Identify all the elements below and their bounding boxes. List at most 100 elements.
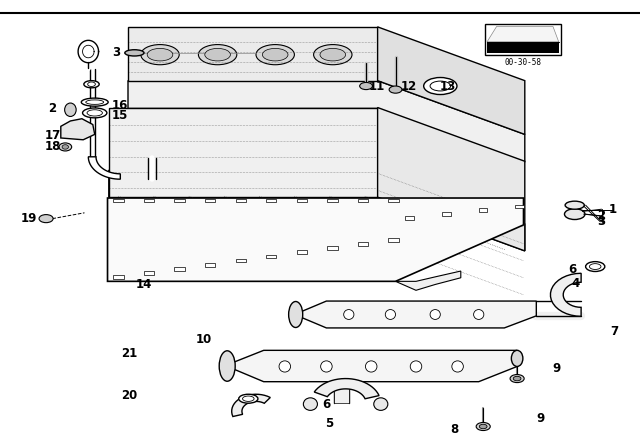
Polygon shape: [144, 199, 154, 202]
Ellipse shape: [81, 98, 108, 106]
Polygon shape: [378, 27, 525, 134]
Text: 1: 1: [609, 202, 617, 216]
Polygon shape: [225, 350, 517, 382]
Text: 18: 18: [44, 140, 61, 154]
Ellipse shape: [86, 100, 104, 104]
Text: 7: 7: [611, 325, 618, 338]
Ellipse shape: [513, 376, 521, 381]
Ellipse shape: [320, 48, 346, 61]
Bar: [485, 24, 561, 55]
Text: 4: 4: [572, 276, 580, 290]
Polygon shape: [479, 208, 488, 212]
Ellipse shape: [410, 361, 422, 372]
Text: 11: 11: [368, 79, 385, 93]
Ellipse shape: [589, 263, 601, 270]
Ellipse shape: [65, 103, 76, 116]
Ellipse shape: [243, 396, 254, 401]
Polygon shape: [232, 394, 270, 417]
Text: 14: 14: [136, 278, 152, 291]
Ellipse shape: [303, 398, 317, 410]
Ellipse shape: [84, 81, 99, 88]
Ellipse shape: [198, 45, 237, 65]
Text: 10: 10: [195, 333, 212, 346]
Ellipse shape: [474, 310, 484, 319]
Ellipse shape: [147, 48, 173, 61]
Polygon shape: [297, 199, 307, 202]
Text: 2: 2: [49, 102, 56, 115]
Polygon shape: [442, 212, 451, 216]
Ellipse shape: [239, 394, 258, 403]
Ellipse shape: [360, 82, 372, 90]
Polygon shape: [358, 242, 368, 246]
Polygon shape: [405, 216, 414, 220]
Text: 17: 17: [44, 129, 61, 142]
Text: 21: 21: [121, 346, 138, 360]
Ellipse shape: [365, 361, 377, 372]
Polygon shape: [515, 205, 524, 208]
Ellipse shape: [385, 310, 396, 319]
Polygon shape: [205, 199, 215, 202]
Text: 15: 15: [112, 109, 129, 122]
Text: 5: 5: [326, 417, 333, 430]
Polygon shape: [61, 119, 95, 140]
Ellipse shape: [205, 48, 230, 61]
Ellipse shape: [452, 361, 463, 372]
Ellipse shape: [424, 78, 457, 95]
Polygon shape: [266, 199, 276, 202]
Ellipse shape: [476, 422, 490, 431]
Polygon shape: [88, 157, 120, 179]
Text: 9: 9: [553, 362, 561, 375]
Polygon shape: [358, 199, 368, 202]
Text: 19: 19: [20, 212, 37, 225]
Text: 9: 9: [537, 412, 545, 426]
Text: 16: 16: [112, 99, 129, 112]
Polygon shape: [144, 271, 154, 275]
Polygon shape: [388, 238, 399, 241]
Polygon shape: [205, 263, 215, 267]
Bar: [487, 42, 559, 53]
Ellipse shape: [314, 45, 352, 65]
Text: 13: 13: [440, 79, 456, 93]
Polygon shape: [550, 273, 581, 316]
Ellipse shape: [88, 82, 95, 86]
Polygon shape: [113, 276, 124, 279]
Ellipse shape: [374, 398, 388, 410]
Polygon shape: [334, 382, 349, 403]
Polygon shape: [128, 27, 378, 81]
Polygon shape: [109, 108, 378, 197]
Polygon shape: [236, 199, 246, 202]
Polygon shape: [109, 170, 525, 251]
Ellipse shape: [256, 45, 294, 65]
Text: 20: 20: [121, 388, 138, 402]
Text: 3: 3: [113, 46, 120, 60]
Polygon shape: [175, 199, 185, 202]
Polygon shape: [487, 26, 559, 42]
Text: 8: 8: [451, 422, 458, 436]
Ellipse shape: [289, 302, 303, 327]
Text: 00-30-58: 00-30-58: [504, 58, 541, 67]
Ellipse shape: [321, 361, 332, 372]
Ellipse shape: [586, 262, 605, 271]
Ellipse shape: [125, 50, 144, 56]
Ellipse shape: [59, 143, 72, 151]
Ellipse shape: [262, 48, 288, 61]
Polygon shape: [175, 267, 185, 271]
Ellipse shape: [83, 108, 107, 118]
Polygon shape: [396, 271, 461, 290]
Ellipse shape: [430, 310, 440, 319]
Polygon shape: [113, 199, 124, 202]
Polygon shape: [266, 254, 276, 258]
Polygon shape: [378, 108, 525, 251]
Polygon shape: [108, 198, 524, 281]
Text: 2: 2: [598, 209, 605, 223]
Polygon shape: [327, 246, 337, 250]
Ellipse shape: [565, 201, 584, 209]
Text: 6: 6: [323, 397, 330, 411]
Ellipse shape: [511, 350, 523, 366]
Ellipse shape: [479, 424, 487, 429]
Polygon shape: [297, 250, 307, 254]
Ellipse shape: [430, 81, 451, 91]
Polygon shape: [314, 379, 379, 399]
Ellipse shape: [87, 110, 102, 116]
Polygon shape: [236, 259, 246, 263]
